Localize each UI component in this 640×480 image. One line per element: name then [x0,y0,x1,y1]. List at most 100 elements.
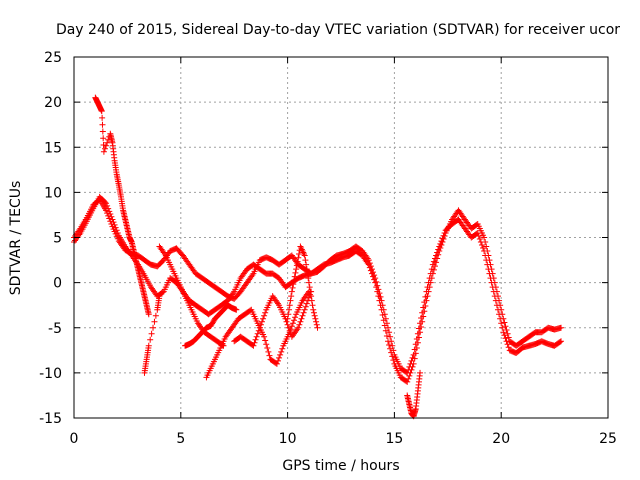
data-point [308,297,315,304]
data-point [257,321,264,328]
data-point [437,240,444,247]
data-point [490,288,497,295]
data-point [431,255,438,262]
data-point [309,302,316,309]
data-point [303,261,310,268]
data-point [277,351,284,358]
y-tick-label: -10 [39,366,62,382]
data-point [255,327,262,334]
x-tick-label: 0 [70,431,79,447]
data-point [425,279,432,286]
grid [74,57,608,418]
data-point [503,327,510,334]
data-point [279,345,286,352]
series-trace-e [203,288,312,381]
data-point [418,314,425,321]
data-point [381,311,388,318]
data-point [305,275,312,282]
data-point [426,275,433,282]
data-point [386,329,393,336]
data-point [558,324,565,331]
data-point [410,351,417,358]
data-point [295,324,302,331]
data-point [291,317,298,324]
x-tick-labels: 0 5 10 15 20 25 [70,431,617,447]
data-point [378,297,385,304]
data-point [261,333,268,340]
data-point [390,347,397,354]
data-point [273,360,280,367]
data-point [283,318,290,325]
data-point [150,324,157,331]
data-point [293,266,300,273]
data-point [483,257,490,264]
data-point [386,342,393,349]
data-point [103,142,110,149]
data-point [413,336,420,343]
data-point [493,302,500,309]
data-point [260,315,267,322]
data-point [421,299,428,306]
data-point [101,145,108,152]
data-point [488,279,495,286]
data-point [417,369,424,376]
data-point [489,284,496,291]
data-point [477,239,484,246]
y-tick-label: -15 [39,411,62,427]
data-point [366,260,373,267]
data-point [415,325,422,332]
data-point [303,300,310,307]
data-point [303,266,310,273]
x-tick-label: 15 [385,431,403,447]
data-point [409,354,416,361]
data-point [289,284,296,291]
data-point [99,114,106,121]
data-points [71,94,565,420]
data-point [262,337,269,344]
data-point [502,323,509,330]
data-point [105,212,112,219]
x-tick-label: 25 [599,431,617,447]
data-point [486,270,493,277]
data-point [387,345,394,352]
data-point [404,369,411,376]
data-point [151,318,158,325]
data-point [502,335,509,342]
data-point [504,330,511,337]
data-point [498,320,505,327]
data-point [376,290,383,297]
data-point [411,346,418,353]
data-point [439,235,446,242]
data-point [145,311,152,318]
data-point [159,289,166,296]
data-point [384,324,391,331]
y-tick-label: -5 [48,321,62,337]
data-point [147,336,154,343]
data-point [261,312,268,319]
data-point [487,275,494,282]
data-point [379,302,386,309]
data-point [297,318,304,325]
data-point [288,293,295,300]
data-point [266,352,273,359]
data-point [501,332,508,339]
data-point [254,330,261,337]
data-point [491,293,498,300]
data-point [285,324,292,331]
data-point [433,252,440,259]
data-point [301,306,308,313]
data-point [258,318,265,325]
data-point [291,273,298,280]
data-point [295,254,302,261]
data-point [98,108,105,115]
data-point [558,338,565,345]
y-tick-label: 20 [44,95,62,111]
data-point [484,261,491,268]
data-point [296,321,303,328]
series-trace-b [71,196,565,376]
data-point [374,282,381,289]
data-point [406,372,413,379]
data-point [427,270,434,277]
data-point [503,338,510,345]
series-trace-c [92,94,152,318]
